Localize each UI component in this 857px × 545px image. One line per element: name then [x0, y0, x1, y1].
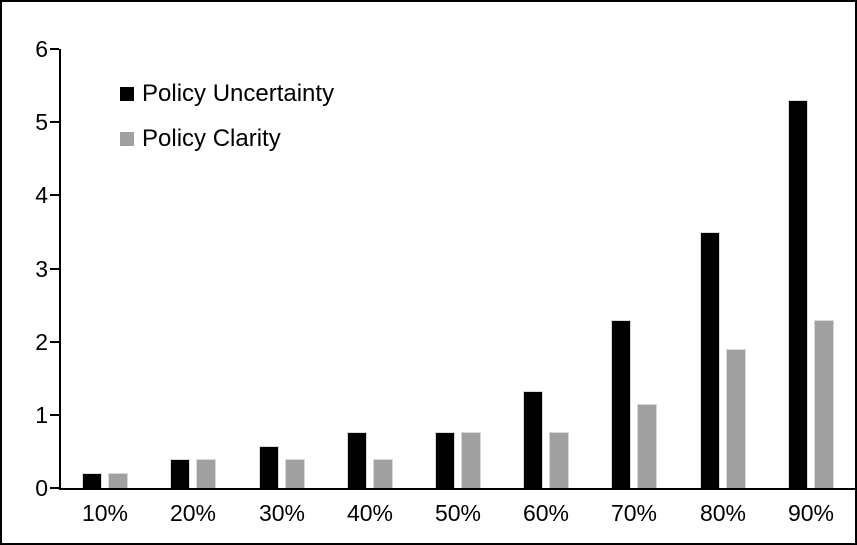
- x-category-label: 80%: [699, 500, 747, 526]
- chart-legend: Policy Uncertainty Policy Clarity: [120, 81, 334, 171]
- bar-policy-uncertainty-70%: [611, 320, 631, 488]
- x-category-label: 20%: [169, 500, 217, 526]
- bar-policy-clarity-60%: [549, 432, 569, 488]
- bar-policy-clarity-30%: [285, 459, 305, 488]
- legend-label-policy-clarity: Policy Clarity: [142, 125, 281, 152]
- legend-label-policy-uncertainty: Policy Uncertainty: [142, 80, 335, 107]
- y-tick-label: 5: [35, 109, 48, 136]
- bar-policy-uncertainty-20%: [170, 459, 190, 488]
- bar-policy-clarity-20%: [196, 459, 216, 488]
- bar-policy-clarity-10%: [108, 473, 128, 488]
- y-tick-mark: [50, 487, 59, 489]
- legend-item-policy-uncertainty: Policy Uncertainty: [120, 81, 334, 107]
- bar-policy-uncertainty-50%: [435, 432, 455, 488]
- y-tick-mark: [50, 48, 59, 50]
- bar-policy-uncertainty-10%: [82, 473, 102, 488]
- plot-area: 0 1 2 3 4 5 6 10% 20% 30% 40% 50% 60% 70% 80% 90%: [35, 36, 855, 526]
- bar-policy-clarity-80%: [726, 349, 746, 488]
- y-tick-label: 1: [35, 401, 48, 428]
- x-category-label: 40%: [346, 500, 394, 526]
- y-tick-label: 0: [35, 475, 48, 501]
- y-tick-mark: [50, 340, 59, 343]
- bar-policy-uncertainty-30%: [259, 446, 279, 488]
- y-tick-mark: [50, 413, 59, 416]
- y-tick-label: 6: [35, 36, 48, 62]
- bar-policy-uncertainty-40%: [347, 432, 367, 488]
- y-tick-mark: [50, 194, 59, 197]
- y-tick-mark: [50, 121, 59, 124]
- bar-policy-uncertainty-90%: [788, 100, 808, 488]
- x-category-label: 10%: [81, 500, 129, 526]
- bar-policy-uncertainty-60%: [523, 391, 543, 488]
- legend-swatch-policy-clarity: [120, 132, 134, 146]
- legend-item-policy-clarity: Policy Clarity: [120, 126, 334, 152]
- y-tick-mark: [50, 267, 59, 270]
- bar-policy-clarity-90%: [814, 320, 834, 488]
- x-category-label: 90%: [787, 500, 835, 526]
- x-category-label: 50%: [434, 500, 482, 526]
- x-category-label: 70%: [610, 500, 658, 526]
- y-tick-label: 4: [35, 182, 48, 209]
- y-tick-label: 2: [35, 328, 48, 355]
- x-category-label: 30%: [258, 500, 306, 526]
- bar-policy-clarity-40%: [373, 459, 393, 488]
- bar-policy-uncertainty-80%: [700, 232, 720, 488]
- bar-policy-clarity-50%: [461, 432, 481, 488]
- legend-swatch-policy-uncertainty: [120, 87, 134, 101]
- x-category-label: 60%: [522, 500, 570, 526]
- y-tick-label: 3: [35, 255, 48, 282]
- bar-policy-clarity-70%: [637, 404, 657, 488]
